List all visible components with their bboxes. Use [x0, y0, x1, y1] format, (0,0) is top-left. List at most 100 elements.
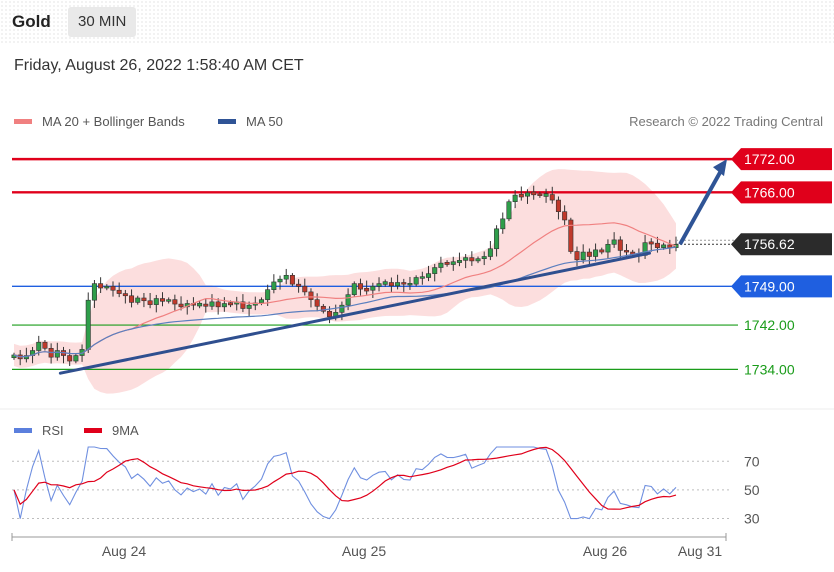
rsi-tick-label: 30: [744, 511, 760, 527]
candle: [302, 278, 308, 296]
candle: [67, 349, 73, 367]
research-credit: Research © 2022 Trading Central: [629, 114, 823, 129]
candle: [209, 294, 215, 310]
header-band: [0, 0, 834, 44]
candle: [463, 254, 469, 269]
x-axis: Aug 24 Aug 25 Aug 26 Aug 31: [11, 533, 727, 559]
timeframe-selector[interactable]: 30 MIN: [68, 7, 137, 37]
candle: [289, 273, 295, 287]
candle: [599, 247, 605, 255]
candle: [357, 278, 363, 296]
candle: [178, 296, 184, 311]
candle: [296, 279, 302, 293]
rsi-ma-line: [13, 446, 677, 510]
candle: [246, 301, 252, 317]
level-label-3: 1742.00: [744, 317, 795, 333]
candle: [593, 243, 599, 262]
candle: [166, 297, 172, 304]
candle: [456, 252, 462, 267]
candle: [617, 236, 623, 259]
candle: [98, 277, 104, 293]
candle: [494, 225, 500, 257]
candle: [426, 265, 432, 282]
candle: [172, 294, 178, 311]
bollinger-band: [14, 169, 676, 394]
candle: [122, 289, 128, 304]
level-label-4: 1734.00: [744, 361, 795, 377]
candle: [91, 280, 97, 308]
candle: [85, 292, 91, 354]
candle: [308, 288, 314, 308]
candle: [351, 281, 357, 297]
candle: [419, 271, 425, 285]
candle: [525, 189, 531, 204]
ma20-legend-swatch: [14, 119, 32, 124]
level-labels: 1772.00 1766.00 1749.00 1742.00 1734.00 1756.…: [731, 148, 832, 377]
candle: [432, 263, 438, 282]
rsi-legend-swatch: [14, 428, 32, 433]
candle: [203, 299, 209, 313]
candle: [500, 212, 506, 234]
candle: [42, 340, 48, 351]
level-label-2: 1749.00: [744, 278, 795, 294]
candle: [283, 268, 289, 285]
candle: [481, 251, 487, 266]
candle: [364, 280, 370, 295]
candle: [129, 289, 135, 308]
candle: [159, 292, 165, 307]
rsi-tick-label: 70: [744, 453, 760, 469]
rsi-legend-label: RSI: [42, 423, 64, 438]
candle: [475, 256, 481, 264]
candle: [450, 256, 456, 271]
ma50-legend-swatch: [218, 119, 236, 124]
ma50-line: [13, 246, 677, 358]
candle: [395, 274, 401, 290]
candle: [562, 205, 568, 225]
candle: [438, 256, 444, 273]
x-tick-label: Aug 25: [342, 543, 387, 559]
candle: [116, 282, 122, 298]
x-tick-label: Aug 31: [678, 543, 723, 559]
x-tick-label: Aug 24: [102, 543, 147, 559]
candle: [407, 276, 413, 290]
candle: [320, 304, 326, 314]
candle: [537, 191, 543, 198]
candle: [543, 188, 549, 203]
candle: [135, 295, 141, 305]
candle: [469, 251, 475, 266]
level-tag-0: [731, 148, 832, 171]
rsi-legend: RSI 9MA: [14, 423, 139, 438]
chart-datetime: Friday, August 26, 2022 1:58:40 AM CET: [14, 57, 304, 74]
trendline: [58, 251, 652, 375]
symbol-title: Gold: [12, 12, 51, 31]
price-legend: MA 20 + Bollinger Bands MA 50: [14, 114, 283, 129]
candle: [555, 196, 561, 220]
candle: [141, 293, 147, 308]
candle: [611, 232, 617, 248]
rsi-ma-legend-swatch: [84, 428, 102, 433]
rsi-line: [13, 446, 677, 520]
candle: [444, 260, 450, 267]
price-pane: [11, 157, 738, 394]
candle: [215, 298, 221, 315]
rsi-ma-legend-label: 9MA: [112, 423, 139, 438]
candle: [518, 186, 524, 201]
candle: [376, 277, 382, 292]
last-price-tag: [731, 233, 832, 256]
candle: [271, 274, 277, 294]
ma20-legend-label: MA 20 + Bollinger Bands: [42, 114, 185, 129]
x-tick-label: Aug 26: [583, 543, 628, 559]
candle: [277, 275, 283, 290]
level-tag-1: [731, 181, 832, 204]
candle: [147, 293, 153, 309]
candle: [624, 244, 630, 258]
forecast-arrowhead: [713, 159, 727, 177]
candle: [104, 284, 110, 291]
ma50-legend-label: MA 50: [246, 114, 283, 129]
level-tag-2: [731, 275, 832, 298]
forecast-arrow: [678, 166, 725, 246]
candle: [605, 239, 611, 259]
candle: [549, 186, 555, 204]
candle: [197, 301, 203, 309]
